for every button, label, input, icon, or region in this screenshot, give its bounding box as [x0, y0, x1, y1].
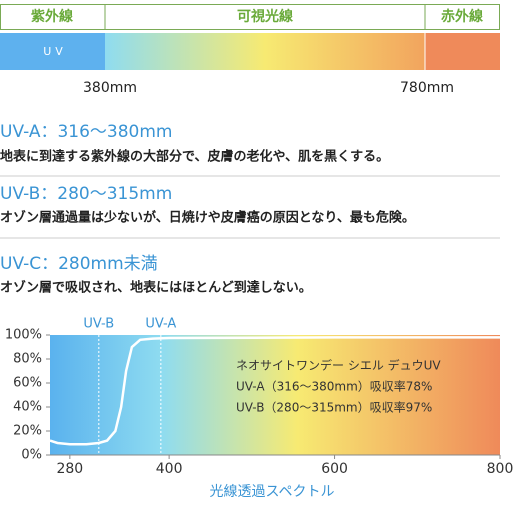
- band-label: 赤外線: [441, 8, 483, 25]
- band-label: 可視光線: [237, 8, 293, 25]
- sections: UV-A：316〜380mm 地表に到達する紫外線の大部分で、皮膚の老化や、肌を…: [0, 122, 500, 296]
- range-mark: 380mm: [83, 80, 137, 96]
- ir-band: [425, 33, 500, 70]
- y-tick-label: 100%: [5, 328, 42, 343]
- y-tick-label: 20%: [13, 424, 42, 439]
- x-tick-label: 400: [156, 461, 183, 477]
- annotation: ネオサイトワンデー シエル デュウUV: [236, 358, 441, 373]
- uv-band: [0, 33, 105, 70]
- annotation: UV-B（280〜315mm）吸収率97%: [236, 400, 432, 415]
- x-tick-label: 800: [487, 461, 514, 477]
- y-tick-label: 0%: [21, 448, 42, 463]
- section-heading: UV-C：280mm未満: [0, 254, 158, 274]
- marker-label: UV-A: [145, 317, 176, 332]
- section-heading: UV-B：280〜315mm: [0, 184, 172, 204]
- band-frame: [0, 4, 500, 30]
- plot-area: [50, 335, 500, 455]
- section-text: オゾン層で吸収され、地表にはほとんど到達しない。: [0, 280, 312, 296]
- y-tick-label: 60%: [13, 376, 42, 391]
- transmittance-line: [49, 336, 500, 446]
- visible-band: [105, 33, 425, 70]
- x-tick-label: 280: [56, 461, 83, 477]
- section-heading: UV-A：316〜380mm: [0, 122, 172, 142]
- annotation: UV-A（316〜380mm）吸収率78%: [236, 379, 432, 394]
- y-tick-label: 40%: [13, 400, 42, 415]
- x-tick-label: 600: [321, 461, 348, 477]
- uv-label: UV: [43, 45, 67, 58]
- x-axis-label: 光線透過スペクトル: [209, 484, 334, 500]
- band-label: 紫外線: [31, 8, 73, 25]
- spectrum-bar: 紫外線 可視光線 赤外線 UV 380mm 780mm: [0, 4, 500, 96]
- section-text: オゾン層通過量は少ないが、日焼けや皮膚癌の原因となり、最も危険。: [0, 210, 415, 226]
- marker-label: UV-B: [83, 317, 114, 332]
- range-mark: 780mm: [400, 80, 454, 96]
- section-text: 地表に到達する紫外線の大部分で、皮膚の老化や、肌を黒くする。: [0, 149, 389, 165]
- y-tick-label: 80%: [13, 352, 42, 367]
